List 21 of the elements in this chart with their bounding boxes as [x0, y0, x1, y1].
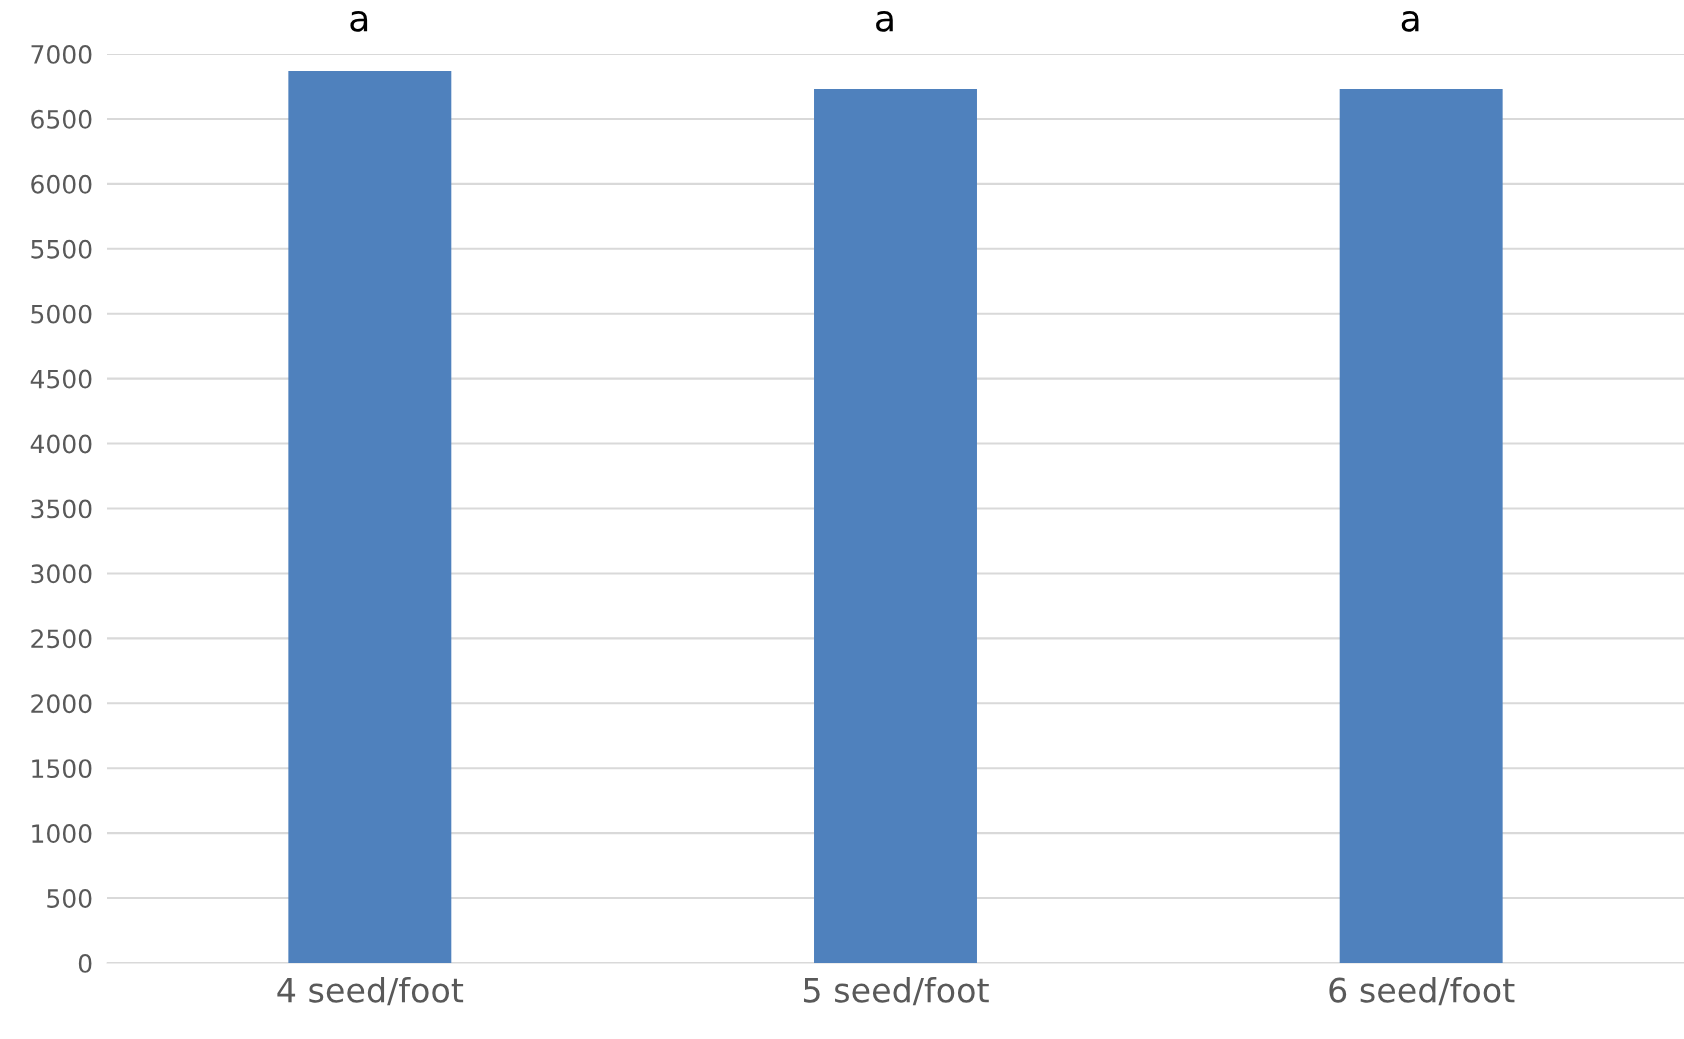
y-tick-label: 3500: [31, 499, 92, 519]
y-tick-label: 5000: [31, 304, 92, 324]
y-tick-label: 4000: [30, 434, 92, 454]
y-tick-label: 1000: [32, 824, 92, 843]
y-tick-label: 6000: [31, 174, 92, 194]
text: a: [350, 11, 368, 32]
x-tick-label: 6 seed/foot: [1329, 976, 1515, 1006]
y-tick-label: 4500: [30, 369, 92, 389]
y-tick-label: 6500: [31, 109, 92, 129]
text: a: [1401, 11, 1419, 32]
x-tick-label: 5 seed/foot: [803, 976, 989, 1006]
y-tick-label: 2500: [31, 629, 92, 649]
x-tick-label: 4 seed/foot: [277, 976, 464, 1006]
y-tick-label: 0: [78, 953, 92, 973]
y-tick-label: 3000: [31, 564, 92, 584]
y-tick-label: 1500: [32, 759, 92, 779]
text: a: [876, 11, 893, 32]
y-tick-label: 500: [47, 889, 92, 908]
y-tick-label: 5500: [31, 239, 92, 259]
y-tick-label: 2000: [31, 694, 92, 714]
y-tick-label: 7000: [31, 44, 92, 64]
